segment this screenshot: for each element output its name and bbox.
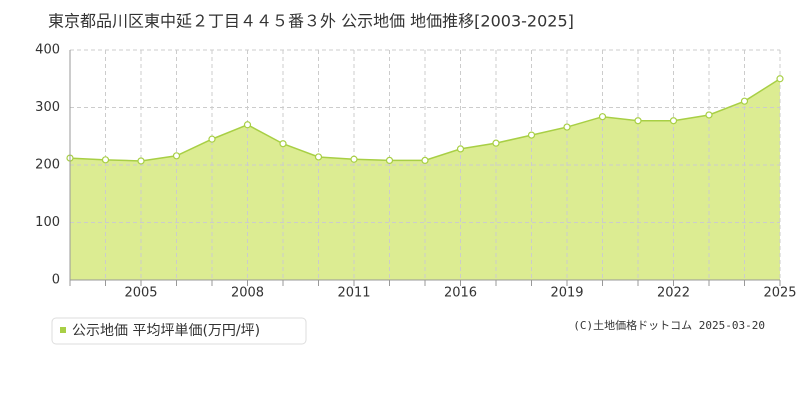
y-tick-label: 400 xyxy=(35,43,60,58)
point xyxy=(314,153,323,161)
point xyxy=(385,156,394,164)
point xyxy=(492,139,500,147)
point xyxy=(740,97,749,105)
x-tick-label: 2019 xyxy=(550,286,583,301)
point xyxy=(456,145,465,153)
x-tick-label: 2025 xyxy=(763,286,796,301)
x-tick-label: 2016 xyxy=(444,286,477,301)
x-tick-label: 2011 xyxy=(337,286,370,301)
y-tick-label: 300 xyxy=(35,100,60,115)
legend-label: 公示地価 平均坪単価(万円/坪) xyxy=(72,323,260,339)
point xyxy=(350,155,358,163)
point xyxy=(527,131,536,139)
point xyxy=(208,135,216,143)
point xyxy=(669,117,678,125)
credit: (C)土地価格ドットコム 2025-03-20 xyxy=(573,318,765,332)
point xyxy=(172,152,181,160)
point xyxy=(243,121,252,129)
chart-title: 東京都品川区東中延２丁目４４５番３外 公示地価 地価推移[2003-2025] xyxy=(48,12,574,31)
y-tick-label: 200 xyxy=(35,158,60,173)
x-tick-label: 2022 xyxy=(657,286,690,301)
legend-swatch xyxy=(60,327,66,333)
y-tick-label: 100 xyxy=(35,215,60,230)
x-tick-label: 2008 xyxy=(231,286,264,301)
point xyxy=(421,156,429,164)
point xyxy=(634,117,642,125)
y-tick-label: 0 xyxy=(52,273,60,288)
point xyxy=(563,123,571,131)
point xyxy=(279,140,287,148)
point xyxy=(137,157,145,165)
x-tick-label: 2005 xyxy=(124,286,157,301)
point xyxy=(598,113,607,121)
legend-box xyxy=(51,317,307,345)
point xyxy=(101,156,110,164)
point xyxy=(705,111,713,119)
point xyxy=(776,75,784,83)
